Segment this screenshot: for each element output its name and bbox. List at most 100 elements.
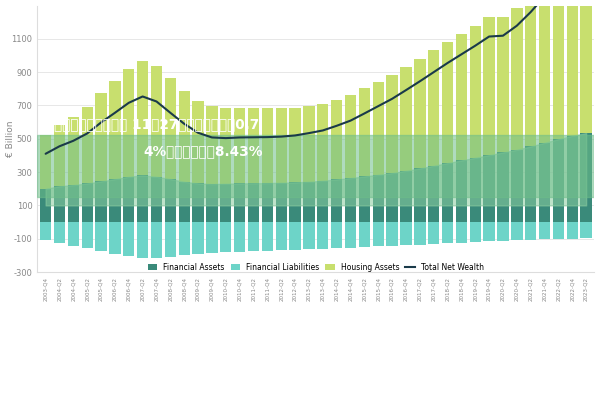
Bar <box>442 222 453 243</box>
Bar <box>303 222 314 249</box>
Bar <box>580 222 592 238</box>
Bar <box>456 34 467 160</box>
Bar <box>68 117 79 185</box>
Text: 4%，转股溢价率8.43%: 4%，转股溢价率8.43% <box>143 144 263 158</box>
Bar <box>109 222 121 254</box>
Bar <box>359 176 370 222</box>
Bar <box>484 17 495 155</box>
Bar <box>303 182 314 222</box>
Bar <box>470 158 481 222</box>
Bar <box>289 182 301 222</box>
Bar <box>331 222 343 248</box>
Bar <box>345 178 356 222</box>
Bar <box>497 152 509 222</box>
Bar <box>193 184 204 222</box>
Bar <box>525 222 536 240</box>
Bar <box>497 222 509 240</box>
Bar <box>220 184 232 222</box>
Bar <box>262 108 273 183</box>
Bar <box>525 0 536 146</box>
Bar <box>470 26 481 158</box>
Bar <box>164 78 176 179</box>
Bar <box>54 222 65 243</box>
Bar <box>580 133 592 222</box>
Bar <box>54 186 65 222</box>
Bar <box>234 108 245 184</box>
Bar <box>54 125 65 186</box>
Legend: Financial Assets, Financial Liabilities, Housing Assets, Total Net Wealth: Financial Assets, Financial Liabilities,… <box>145 260 487 275</box>
Bar <box>193 222 204 254</box>
Bar <box>248 222 259 251</box>
Bar <box>37 136 595 197</box>
Bar <box>525 146 536 222</box>
Bar <box>553 0 564 139</box>
Bar <box>373 175 384 222</box>
Bar <box>345 222 356 248</box>
Bar <box>220 108 232 184</box>
Bar <box>566 222 578 238</box>
Bar <box>566 0 578 136</box>
Bar <box>331 180 343 222</box>
Bar <box>359 88 370 176</box>
Bar <box>373 82 384 175</box>
Bar <box>40 136 52 189</box>
Bar <box>442 42 453 163</box>
Bar <box>400 67 412 171</box>
Bar <box>234 184 245 222</box>
Bar <box>179 222 190 255</box>
Bar <box>373 222 384 246</box>
Bar <box>164 222 176 257</box>
Bar <box>484 222 495 241</box>
Bar <box>262 183 273 222</box>
Bar <box>109 179 121 222</box>
Bar <box>386 222 398 246</box>
Bar <box>206 106 218 184</box>
Bar <box>95 94 107 182</box>
Bar <box>331 100 343 180</box>
Bar <box>317 181 328 222</box>
Y-axis label: € Billion: € Billion <box>5 120 14 157</box>
Text: 在线配资平台哪个最好 11月27日平煤转债上涨0.7: 在线配资平台哪个最好 11月27日平煤转债上涨0.7 <box>46 117 259 131</box>
Bar <box>553 139 564 222</box>
Bar <box>428 166 439 222</box>
Bar <box>580 0 592 133</box>
Bar <box>151 66 162 177</box>
Bar <box>68 222 79 246</box>
Bar <box>82 222 93 248</box>
Bar <box>414 168 425 222</box>
Bar <box>317 222 328 249</box>
Bar <box>400 222 412 245</box>
Bar <box>40 189 52 222</box>
Bar <box>137 222 148 258</box>
Bar <box>539 222 550 239</box>
Bar <box>414 59 425 168</box>
Bar <box>123 69 134 177</box>
Bar <box>151 222 162 258</box>
Bar <box>123 177 134 222</box>
Bar <box>317 104 328 181</box>
Bar <box>511 8 523 150</box>
Bar <box>109 81 121 179</box>
Bar <box>470 222 481 242</box>
Bar <box>275 108 287 183</box>
Bar <box>206 222 218 253</box>
Bar <box>275 183 287 222</box>
Bar <box>539 0 550 143</box>
Bar <box>193 101 204 184</box>
Bar <box>553 222 564 239</box>
Bar <box>95 182 107 222</box>
Bar <box>289 222 301 250</box>
Bar <box>151 177 162 222</box>
Bar <box>539 143 550 222</box>
Bar <box>497 17 509 152</box>
Bar <box>386 173 398 222</box>
Bar <box>206 184 218 222</box>
Bar <box>442 163 453 222</box>
Bar <box>164 179 176 222</box>
Bar <box>289 108 301 182</box>
Bar <box>137 176 148 222</box>
Bar <box>220 222 232 252</box>
Bar <box>137 61 148 176</box>
Bar <box>234 222 245 252</box>
Bar <box>359 222 370 247</box>
